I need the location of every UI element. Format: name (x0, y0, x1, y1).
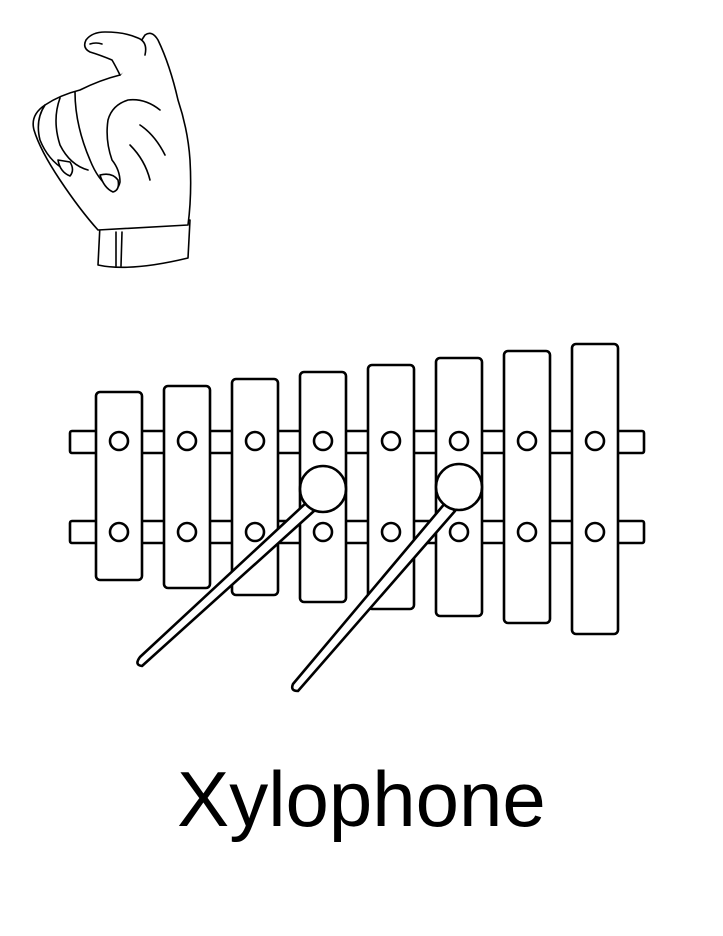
xylophone-top-rail (70, 431, 644, 453)
xylophone-bar (96, 392, 142, 580)
caption-word: Xylophone (177, 755, 546, 843)
xylophone-holes-bottom (110, 523, 604, 541)
xylophone-bar (368, 365, 414, 609)
hand-thumb (75, 92, 160, 189)
mallet-left (137, 466, 346, 666)
xylophone-bars (96, 344, 618, 634)
xylophone-illustration (60, 335, 660, 700)
xylophone-bottom-rail (70, 521, 644, 543)
xylophone-bar (164, 386, 210, 588)
xylophone-holes-top (110, 432, 604, 450)
xylophone-bar (572, 344, 618, 634)
mallet-right (292, 464, 482, 691)
asl-hand-sign-x-icon (20, 20, 200, 275)
xylophone-bar (504, 351, 550, 623)
